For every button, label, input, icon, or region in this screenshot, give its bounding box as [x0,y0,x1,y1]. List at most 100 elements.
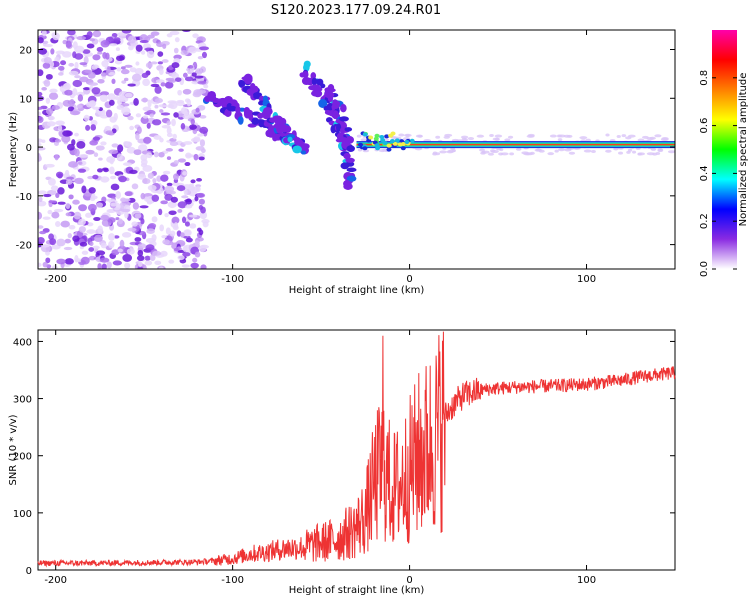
spectrogram-y-tick-label: 0 [26,143,32,154]
carrier-halo [650,147,657,151]
noise-blob [88,255,97,261]
noise-blob [68,62,75,67]
streak-blob [237,116,244,125]
noise-blob [38,225,44,229]
noise-blob [83,114,90,122]
noise-blob [136,255,145,262]
noise-blob [97,225,103,234]
carrier-halo [515,147,522,151]
noise-blob [88,187,96,194]
carrier-halo [451,138,460,142]
noise-blob [182,252,191,257]
noise-blob [176,185,186,192]
noise-blob [167,100,177,104]
noise-blob [152,177,157,184]
noise-blob [63,246,73,251]
noise-blob [57,124,63,132]
noise-blob [111,143,119,148]
noise-blob [149,113,154,118]
noise-blob [131,183,139,190]
noise-blob [68,225,76,230]
colorbar-tick-label: 0.2 [699,213,710,229]
noise-blob [47,178,56,186]
noise-blob [64,238,72,244]
noise-blob [166,182,173,187]
noise-blob [171,72,179,79]
noise-blob [72,199,80,205]
snr-y-tick-label: 0 [26,566,32,577]
noise-blob [174,77,182,82]
noise-blob [83,56,89,65]
noise-blob [38,69,44,77]
noise-blob [184,76,194,82]
noise-blob [87,203,97,212]
noise-blob [113,37,121,42]
noise-blob [154,97,164,104]
noise-blob [67,106,75,112]
noise-blob [108,233,116,241]
noise-blob [120,66,126,70]
carrier-halo [652,152,658,156]
noise-blob [74,148,80,157]
noise-blob [142,106,152,112]
noise-blob [131,73,142,82]
noise-blob [140,50,146,55]
noise-blob [38,200,47,207]
streak-blob [212,97,220,104]
noise-blob [133,149,142,156]
streak-blob [310,84,321,92]
carrier-blob [374,133,380,138]
noise-blob [115,190,121,199]
noise-blob [48,200,58,204]
spectrogram-y-tick-label: 20 [19,46,32,57]
noise-blob [166,33,173,38]
noise-blob [65,40,72,48]
carrier-blob [404,139,410,144]
noise-blob [101,263,107,269]
carrier-blob [373,136,379,141]
noise-blob [165,148,174,152]
noise-blob [105,130,114,136]
noise-blob [89,100,97,107]
streak-blob [301,143,310,150]
noise-blob [169,141,179,147]
noise-blob [99,91,110,96]
noise-blob [147,184,157,191]
carrier-halo [585,138,591,142]
noise-blob [151,119,162,126]
noise-blob [154,85,162,94]
noise-blob [51,105,60,111]
noise-blob [161,59,169,63]
noise-blob [184,230,191,237]
streak-blob [279,132,289,138]
noise-blob [196,227,202,232]
spectrogram-x-tick-label: 100 [577,274,596,285]
noise-blob [119,239,125,248]
streak-blob [253,94,261,100]
noise-blob [72,235,80,242]
noise-blob [124,92,133,98]
noise-blob [172,133,177,140]
snr-y-tick-label: 300 [13,395,32,406]
spectrogram-x-tick-label: -100 [221,274,244,285]
noise-blob [92,245,100,250]
noise-blob [69,99,75,107]
noise-blob [166,120,171,126]
carrier-halo [521,151,529,155]
noise-blob [42,40,49,45]
noise-blob [173,247,179,252]
noise-blob [55,120,65,126]
noise-blob [45,257,51,264]
noise-blob [100,242,107,249]
noise-blob [129,67,137,73]
noise-blob [137,173,147,180]
carrier-halo [568,151,576,155]
noise-blob [134,237,142,242]
streak-blob [345,157,355,163]
noise-blob [197,133,205,137]
streak-blob [339,116,349,122]
snr-x-tick-label: -200 [44,575,67,586]
noise-blob [107,217,116,224]
